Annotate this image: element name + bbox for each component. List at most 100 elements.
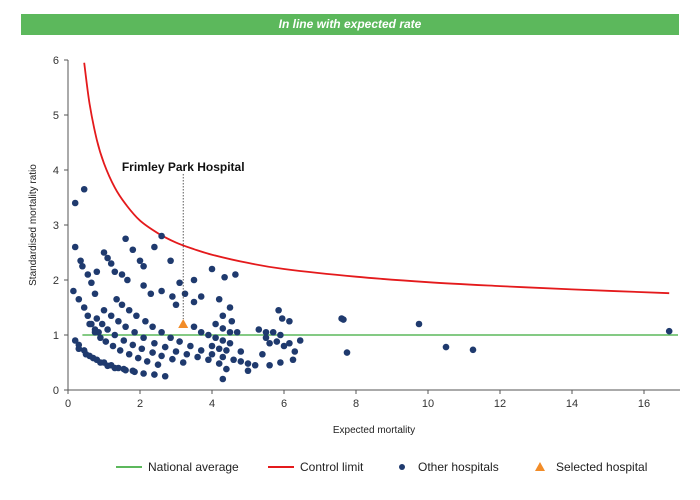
x-tick-label: 8: [353, 398, 359, 410]
hospital-point: [102, 338, 110, 345]
x-tick-label: 4: [209, 398, 215, 410]
hospital-point: [118, 271, 126, 278]
hospital-point: [442, 343, 450, 351]
hospital-point: [93, 315, 101, 322]
hospital-point: [75, 345, 83, 353]
hospital-point: [194, 353, 201, 361]
hospital-point: [104, 326, 111, 333]
hospital-point: [244, 367, 252, 375]
hospital-point: [237, 358, 245, 365]
hospital-point: [109, 342, 117, 350]
selected-hospital-point: [178, 319, 189, 328]
hospital-point: [93, 268, 101, 276]
hospital-point: [172, 301, 180, 309]
hospital-point: [212, 334, 219, 342]
hospital-point: [169, 293, 176, 300]
hospital-point: [226, 304, 234, 311]
hospital-point: [129, 367, 137, 375]
hospital-point: [142, 317, 149, 325]
hospital-point: [167, 334, 174, 342]
hospital-point: [266, 339, 273, 347]
hospital-point: [158, 232, 165, 240]
hospital-point: [115, 317, 122, 325]
hospital-point: [197, 328, 205, 336]
y-tick-label: 2: [53, 275, 59, 287]
hospital-point: [151, 339, 158, 347]
hospital-point: [149, 323, 156, 331]
x-tick-label: 12: [494, 398, 506, 410]
hospital-point: [237, 348, 245, 355]
other-hospitals-layer: [70, 185, 673, 383]
hospital-point: [158, 328, 165, 336]
hospital-point: [86, 320, 93, 328]
hospital-point: [232, 271, 239, 278]
hospital-point: [140, 334, 147, 342]
hospital-point: [158, 352, 165, 360]
hospital-point: [176, 338, 183, 345]
hospital-point: [134, 354, 142, 362]
hospital-point: [140, 282, 147, 289]
legend-label: Other hospitals: [418, 460, 499, 474]
hospital-point: [215, 295, 223, 303]
hospital-point: [275, 306, 282, 314]
hospital-point: [255, 326, 263, 333]
selected-hospital-layer: [178, 319, 189, 328]
y-axis-title: Standardised mortality ratio: [28, 164, 39, 286]
hospital-point: [107, 260, 115, 267]
hospital-point: [221, 273, 228, 281]
hospital-point: [183, 350, 191, 358]
hospital-point: [136, 257, 144, 265]
hospital-point: [122, 323, 129, 331]
hospital-point: [107, 312, 115, 320]
hospital-point: [176, 279, 183, 287]
hospital-point: [230, 356, 237, 364]
hospital-point: [219, 353, 227, 361]
y-tick-label: 6: [53, 55, 59, 67]
hospital-point: [226, 339, 234, 347]
hospital-point: [71, 199, 79, 207]
hospital-point: [269, 328, 277, 336]
hospital-point: [79, 262, 86, 270]
hospital-point: [113, 295, 120, 303]
hospital-point: [259, 350, 266, 358]
hospital-point: [120, 365, 128, 373]
hospital-point: [125, 350, 133, 358]
hospital-point: [169, 355, 176, 363]
annotation-label: Frimley Park Hospital: [122, 160, 245, 174]
hospital-point: [286, 317, 293, 325]
hospital-point: [181, 290, 189, 298]
hospital-point: [226, 328, 234, 336]
hospital-point: [91, 290, 99, 298]
control-limit-layer: [83, 62, 670, 295]
legend-swatch: [535, 462, 545, 471]
status-banner: In line with expected rate: [21, 14, 679, 35]
hospital-point: [179, 359, 187, 366]
hospital-point: [215, 345, 223, 353]
x-tick-label: 14: [566, 398, 578, 410]
hospital-point: [167, 257, 174, 265]
hospital-point: [197, 347, 205, 354]
x-tick-label: 0: [65, 398, 71, 410]
x-tick-label: 16: [638, 398, 650, 410]
hospital-point: [77, 257, 84, 265]
y-tick-label: 0: [53, 385, 59, 397]
x-tick-label: 2: [137, 398, 143, 410]
hospital-point: [280, 342, 288, 350]
hospital-point: [415, 320, 423, 328]
hospital-point: [91, 328, 99, 336]
hospital-point: [116, 347, 124, 354]
hospital-point: [111, 364, 119, 372]
y-tick-label: 4: [53, 165, 59, 177]
hospital-point: [111, 268, 119, 276]
hospital-point: [84, 312, 92, 320]
hospital-point: [161, 372, 169, 380]
hospital-point: [469, 346, 477, 354]
hospital-point: [205, 331, 212, 339]
hospital-point: [140, 370, 147, 377]
hospital-point: [251, 361, 259, 369]
hospital-point: [118, 301, 126, 309]
hospital-point: [131, 328, 138, 336]
hospital-point: [111, 331, 119, 339]
